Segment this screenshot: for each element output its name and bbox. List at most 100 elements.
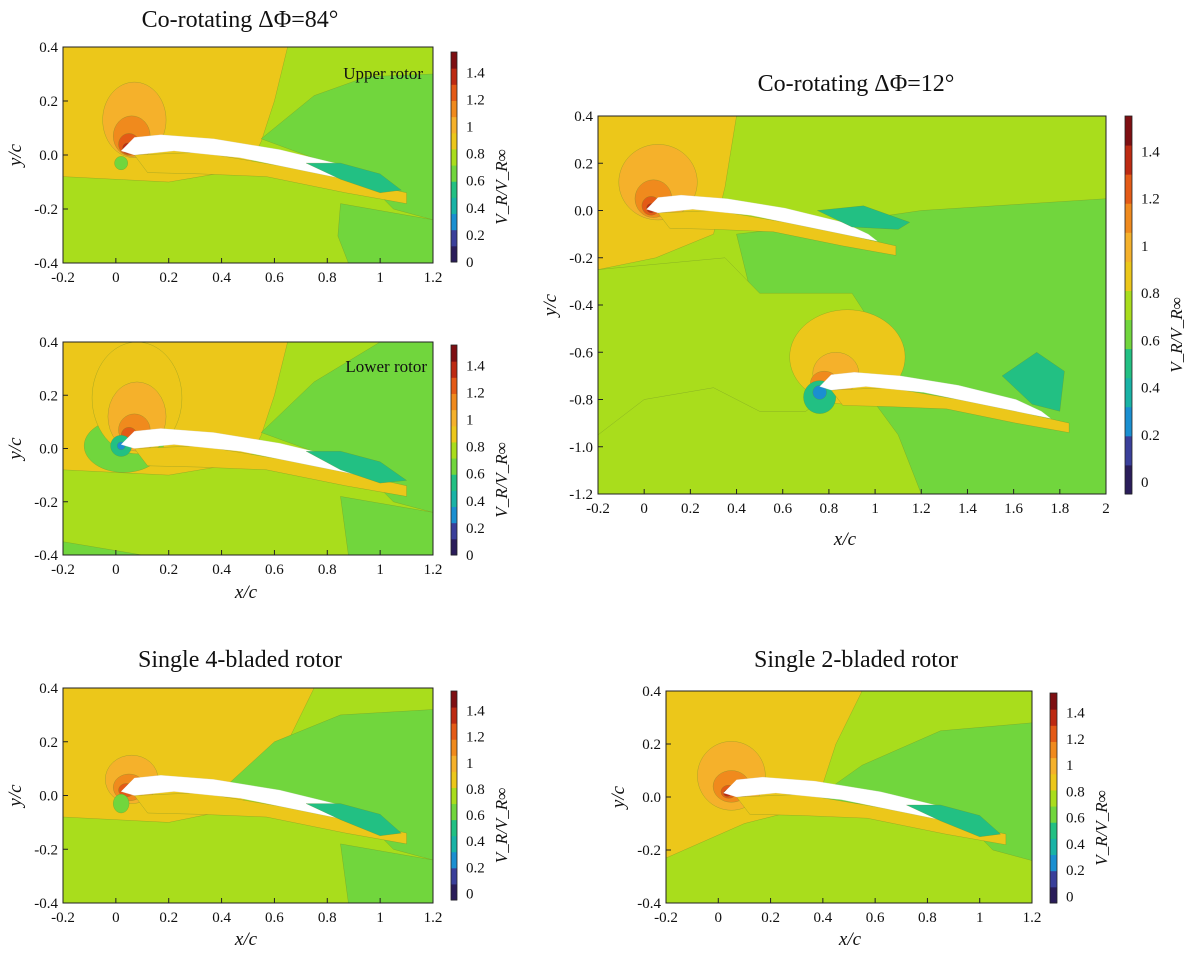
panel-title: Co-rotating ΔΦ=12° (758, 71, 955, 97)
x-tick-label: 0.2 (761, 910, 780, 926)
y-tick-label: 0.4 (39, 335, 58, 351)
colorbar-band (1125, 435, 1132, 466)
colorbar-tick-label: 0.6 (466, 174, 485, 190)
colorbar-band (451, 851, 457, 869)
colorbar-band (451, 522, 457, 540)
y-tick-label: -0.4 (34, 548, 58, 564)
colorbar-band (451, 213, 457, 231)
colorbar-band (1125, 145, 1132, 175)
colorbar-band (451, 538, 457, 556)
contour-panel-co84_lower: -0.2 0 0.2 0.4 0.6 0.8 1 1.2-0.4-0.20.00.20.4y/… (5, 335, 511, 603)
x-tick-label: 0 (640, 501, 648, 517)
colorbar-band (451, 739, 457, 756)
colorbar-frame (450, 51, 458, 263)
x-tick-label: 0.4 (813, 910, 832, 926)
colorbar-band (1050, 838, 1057, 856)
colorbar-tick-label: 1 (466, 413, 474, 429)
colorbar-band (451, 867, 457, 885)
colorbar-label: V_R/V_R∞ (1167, 297, 1186, 372)
x-tick-label: 0.6 (773, 501, 792, 517)
colorbar-band (451, 409, 457, 427)
colorbar-band (1125, 116, 1132, 146)
x-tick-label: -0.2 (586, 501, 610, 517)
panel-annotation: Lower rotor (345, 357, 427, 376)
colorbar-band (451, 181, 457, 198)
y-tick-label: 0.4 (39, 681, 58, 697)
colorbar-band (451, 132, 457, 150)
contour-field (63, 47, 433, 263)
x-tick-label: 0.6 (265, 910, 284, 926)
y-tick-label: -0.2 (34, 495, 58, 511)
colorbar-band (1050, 741, 1057, 759)
panel-title: Single 2-bladed rotor (754, 647, 958, 673)
panel-title: Single 4-bladed rotor (138, 647, 342, 673)
y-axis-label: y/c (5, 784, 26, 809)
colorbar-tick-label: 0.4 (466, 834, 485, 850)
colorbar-band (451, 377, 457, 394)
colorbar-tick-label: 0 (466, 255, 474, 271)
y-axis-label: y/c (5, 143, 26, 168)
x-tick-label: 1 (376, 910, 384, 926)
x-tick-label: 0.4 (727, 501, 746, 517)
colorbar-band (451, 755, 457, 772)
colorbar-tick-label: 1.2 (1141, 192, 1160, 208)
colorbar-tick-label: 0 (1141, 475, 1149, 491)
y-axis-label: y/c (5, 437, 26, 462)
colorbar-band (451, 345, 457, 362)
y-tick-label: -0.4 (637, 896, 661, 912)
contour-field (63, 342, 433, 555)
contour-field (598, 116, 1106, 494)
x-tick-label: 0 (715, 910, 723, 926)
colorbar-band (1125, 261, 1132, 291)
colorbar-band (1125, 377, 1132, 408)
y-tick-label: 0.0 (39, 148, 58, 164)
y-tick-label: -0.2 (34, 202, 58, 218)
colorbar: 0 0.2 0.4 0.6 0.8 1 1.2 1.4 V_R/V_R∞ (1049, 692, 1111, 905)
colorbar-band (451, 84, 457, 101)
colorbar-label: V_R/V_R∞ (492, 788, 511, 863)
colorbar-tick-label: 0.2 (466, 521, 485, 537)
colorbar-tick-label: 0.2 (1141, 428, 1160, 444)
x-tick-label: 1.2 (912, 501, 931, 517)
x-tick-label: 1.6 (1004, 501, 1023, 517)
y-tick-label: 0.2 (39, 735, 58, 751)
colorbar-band (451, 197, 457, 215)
colorbar-band (451, 393, 457, 411)
colorbar-band (1050, 822, 1057, 839)
colorbar-tick-label: 0.4 (1066, 837, 1085, 853)
x-tick-label: 1.2 (424, 562, 443, 578)
colorbar-band (1125, 203, 1132, 233)
colorbar-label: V_R/V_R∞ (1092, 790, 1111, 865)
y-tick-label: 0.2 (39, 94, 58, 110)
y-tick-label: -0.6 (569, 345, 593, 361)
colorbar-label: V_R/V_R∞ (492, 149, 511, 224)
x-tick-label: 0.8 (918, 910, 937, 926)
y-tick-label: -1.2 (569, 487, 593, 503)
x-tick-label: 1.2 (1023, 910, 1042, 926)
colorbar-band (451, 165, 457, 182)
x-tick-label: 0.6 (265, 270, 284, 286)
x-tick-label: -0.2 (51, 562, 75, 578)
colorbar-band (451, 229, 457, 247)
x-tick-label: -0.2 (51, 910, 75, 926)
colorbar-frame (450, 344, 458, 556)
colorbar-band (1050, 757, 1057, 775)
colorbar-tick-label: 0.4 (466, 201, 485, 217)
colorbar-tick-label: 1.4 (466, 65, 485, 81)
y-axis-label: y/c (540, 293, 561, 318)
y-tick-label: -0.4 (34, 256, 58, 272)
colorbar-band (451, 819, 457, 837)
colorbar-tick-label: 0.6 (1141, 333, 1160, 349)
colorbar-band (1050, 773, 1057, 791)
colorbar-band (1050, 886, 1057, 904)
colorbar-band (1050, 693, 1057, 710)
x-tick-label: 0.8 (318, 270, 337, 286)
colorbar-tick-label: 1.4 (466, 358, 485, 374)
y-tick-label: 0.0 (39, 789, 58, 805)
colorbar-tick-label: 0.8 (1141, 286, 1160, 302)
colorbar-tick-label: 1.4 (466, 704, 485, 720)
x-tick-label: 0.8 (820, 501, 839, 517)
y-tick-label: 0.0 (574, 204, 593, 220)
x-tick-label: 0 (112, 910, 120, 926)
